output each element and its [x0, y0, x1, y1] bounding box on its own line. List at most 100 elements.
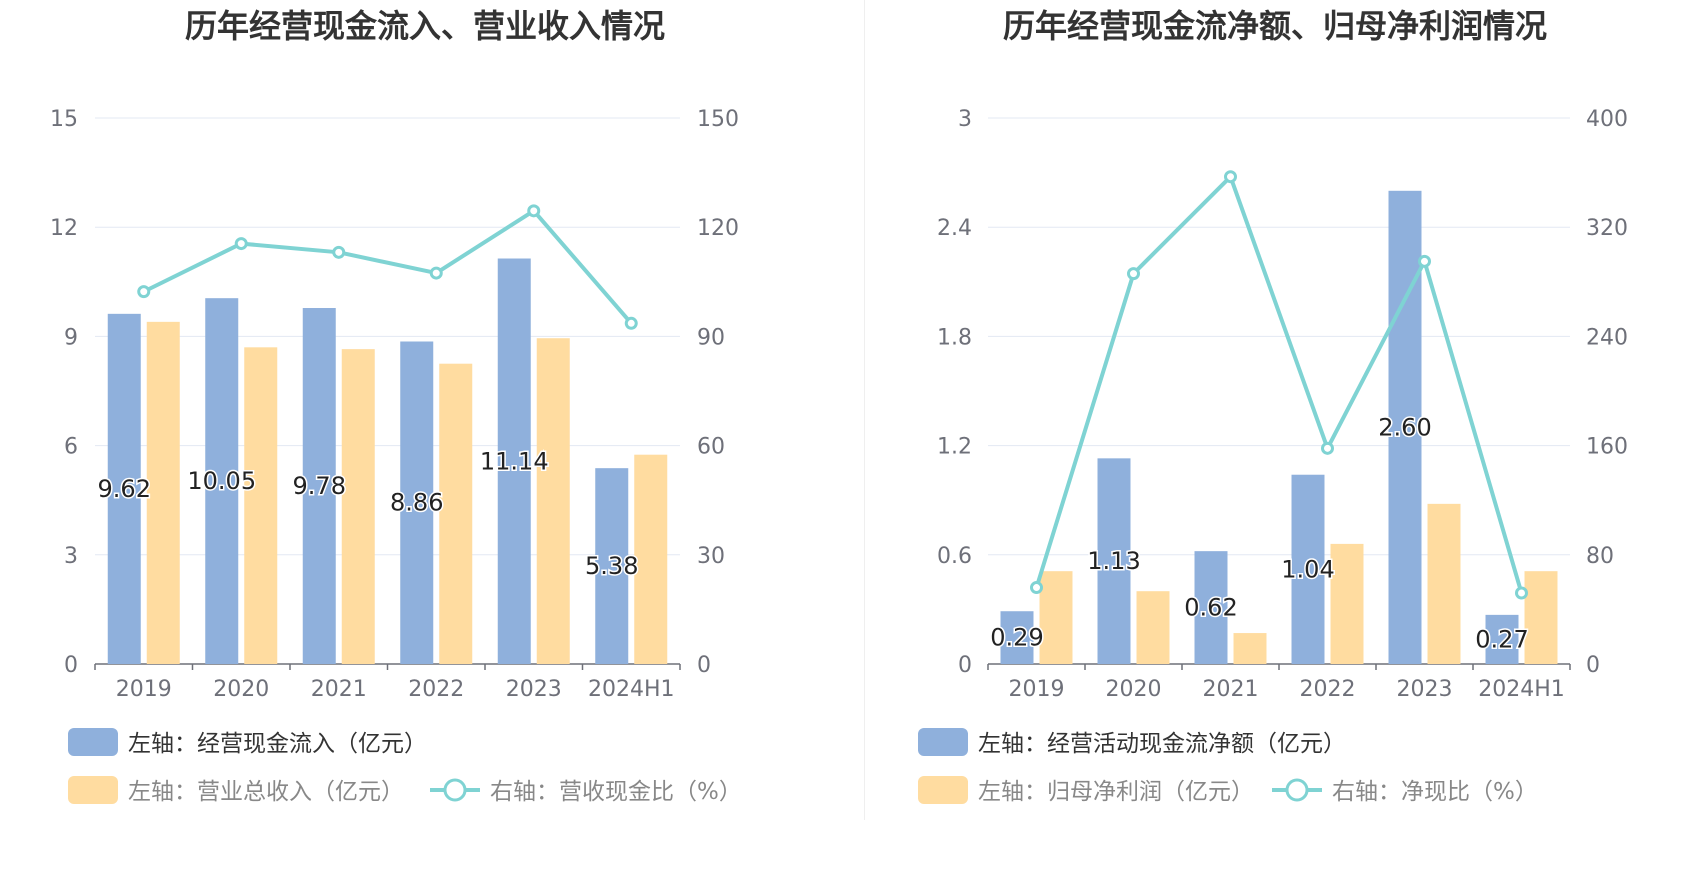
y-right-tick-label: 0 — [697, 653, 711, 678]
legend-swatch-bar1 — [68, 728, 118, 756]
x-tick-label: 2024H1 — [588, 677, 675, 702]
bar-series1 — [107, 313, 141, 664]
bar-series1 — [1485, 614, 1519, 664]
y-right-tick-label: 160 — [1586, 435, 1628, 460]
line-point — [1321, 441, 1334, 455]
data-label: 2.60 — [1378, 413, 1431, 441]
chart-cashflow-revenue: 0 0 3 30 6 60 9 90 12 120 15 150 2019 2020 2021 2022 202… — [50, 107, 742, 805]
bar-series1 — [1291, 474, 1325, 664]
legend-swatch-bar1 — [918, 728, 968, 756]
data-label: 9.62 — [98, 475, 151, 503]
line-point — [1030, 581, 1043, 595]
bar-series2 — [1136, 591, 1170, 664]
line-point — [1127, 267, 1140, 281]
y-left-tick-label: 0 — [958, 653, 972, 678]
y-right-tick-label: 90 — [697, 325, 725, 350]
bar-series2 — [1330, 543, 1364, 664]
bar-series1 — [1097, 458, 1131, 664]
line-series — [142, 208, 633, 325]
bar-series2 — [1039, 571, 1073, 664]
x-tick-label: 2021 — [311, 677, 367, 702]
chart-title: 历年经营现金流入、营业收入情况 — [184, 7, 665, 45]
bar-series1 — [595, 468, 629, 664]
data-label: 1.04 — [1281, 555, 1334, 583]
x-tick-label: 2019 — [1009, 677, 1065, 702]
x-tick-label: 2020 — [213, 677, 269, 702]
x-tick-label: 2022 — [408, 677, 464, 702]
x-tick-label: 2019 — [116, 677, 172, 702]
y-left-tick-label: 0.6 — [937, 544, 972, 569]
data-label: 0.62 — [1184, 594, 1237, 622]
legend-label-line: 右轴：净现比（%） — [1332, 779, 1538, 805]
legend-swatch-line-marker — [1285, 778, 1309, 802]
bar-series1 — [400, 341, 434, 664]
y-left-tick-label: 1.2 — [937, 435, 972, 460]
bar-series2 — [146, 321, 180, 664]
y-right-tick-label: 80 — [1586, 544, 1614, 569]
line-point — [624, 316, 638, 330]
chart-title: 历年经营现金流净额、归母净利润情况 — [1002, 7, 1547, 45]
data-label: 8.86 — [390, 489, 443, 517]
bar-series1 — [1388, 190, 1422, 665]
bar-series2 — [341, 349, 375, 664]
line-point — [234, 237, 248, 251]
y-right-tick-label: 400 — [1586, 107, 1628, 132]
bar-series2 — [1427, 503, 1461, 664]
y-right-tick-label: 30 — [697, 544, 725, 569]
bar-series1 — [1000, 611, 1034, 664]
bar-series2 — [1524, 571, 1558, 664]
x-tick-label: 2020 — [1106, 677, 1162, 702]
legend-label-line: 右轴：营收现金比（%） — [490, 779, 742, 805]
line-point — [527, 204, 541, 218]
y-right-tick-label: 320 — [1586, 216, 1628, 241]
line-point — [332, 245, 346, 259]
x-tick-label: 2023 — [506, 677, 562, 702]
line-point — [137, 285, 151, 299]
data-label: 1.13 — [1087, 547, 1140, 575]
data-label: 0.27 — [1475, 625, 1528, 653]
data-label: 5.38 — [585, 552, 638, 580]
y-left-tick-label: 15 — [50, 107, 78, 132]
y-left-tick-label: 0 — [64, 653, 78, 678]
y-left-tick-label: 3 — [64, 544, 78, 569]
legend-swatch-bar2 — [918, 776, 968, 804]
legend-swatch-bar2 — [68, 776, 118, 804]
bar-series2 — [439, 363, 473, 664]
panel-divider — [864, 0, 865, 820]
right-chart-panel: 历年经营现金流净额、归母净利润情况 0 0 0.6 80 1.2 160 1.8 240 2.4… — [850, 0, 1700, 874]
x-tick-label: 2024H1 — [1478, 677, 1565, 702]
line-point — [1224, 170, 1237, 184]
data-label: 10.05 — [187, 467, 256, 495]
data-label: 0.29 — [990, 624, 1043, 652]
bar-series2 — [244, 347, 278, 664]
bar-series1 — [302, 308, 336, 664]
bar-series2 — [536, 338, 570, 664]
bar-series1 — [1194, 551, 1228, 664]
bar-series1 — [205, 298, 239, 664]
legend-swatch-line-marker — [443, 778, 467, 802]
x-tick-label: 2023 — [1397, 677, 1453, 702]
bar-series2 — [1233, 633, 1267, 664]
line-point — [1515, 586, 1528, 600]
legend-label-bar1: 左轴：经营现金流入（亿元） — [128, 731, 427, 757]
x-tick-label: 2022 — [1300, 677, 1356, 702]
x-tick-label: 2021 — [1203, 677, 1259, 702]
legend-label-bar2: 左轴：归母净利润（亿元） — [978, 779, 1254, 805]
data-label: 11.14 — [480, 447, 549, 475]
y-right-tick-label: 150 — [697, 107, 739, 132]
y-left-tick-label: 2.4 — [937, 216, 972, 241]
y-left-tick-label: 6 — [64, 435, 78, 460]
y-right-tick-label: 240 — [1586, 325, 1628, 350]
line-point — [429, 266, 443, 280]
y-right-tick-label: 60 — [697, 435, 725, 460]
line-series — [1034, 174, 1524, 594]
y-left-tick-label: 3 — [958, 107, 972, 132]
y-left-tick-label: 9 — [64, 325, 78, 350]
legend-label-bar2: 左轴：营业总收入（亿元） — [128, 779, 404, 805]
legend-label-bar1: 左轴：经营活动现金流净额（亿元） — [978, 731, 1346, 757]
line-point — [1418, 254, 1431, 268]
y-left-tick-label: 12 — [50, 216, 78, 241]
chart-netcashflow-profit: 0 0 0.6 80 1.2 160 1.8 240 2.4 320 3 400 2019 2020 202… — [918, 107, 1628, 805]
y-left-tick-label: 1.8 — [937, 325, 972, 350]
bar-series1 — [497, 258, 531, 664]
